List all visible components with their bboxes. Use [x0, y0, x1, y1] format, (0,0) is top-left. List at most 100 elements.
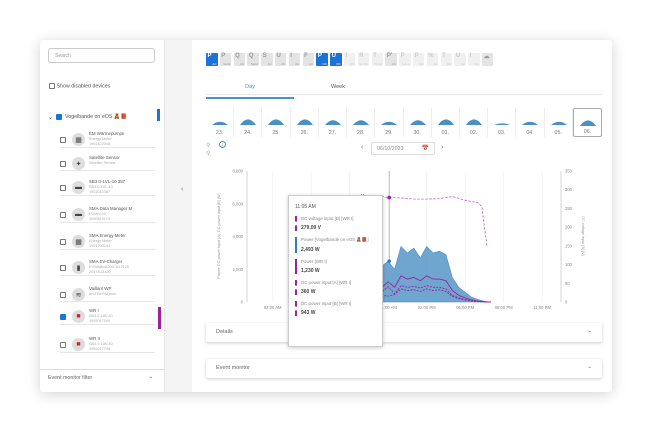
calendar-icon[interactable]: 📅 [421, 146, 429, 152]
device-item[interactable]: ≋ Vaillant WP aroTHERM plus [60, 283, 155, 302]
tooltip-label: DC voltage input [B] [WR I] [301, 216, 354, 221]
tooltip-value: 1,230 W [301, 268, 320, 274]
day-thumbnail[interactable]: 30. [404, 108, 432, 137]
device-item[interactable]: ▬ SMA Data Manager M EDMM-10 3000515173 [60, 203, 155, 223]
channel-button[interactable]: P DC [316, 53, 328, 66]
channel-button[interactable]: F AC [302, 53, 315, 66]
device-checkbox[interactable] [60, 265, 66, 271]
channel-button[interactable]: Q Setpt [247, 53, 259, 66]
device-item[interactable]: ■ WR I SB4.0-1AV-40 1992017099 [60, 305, 161, 329]
day-thumbnail[interactable]: 24. [234, 108, 263, 137]
channel-button[interactable]: P Lump [399, 53, 411, 66]
day-label: 25. [272, 130, 280, 136]
device-checkbox[interactable] [60, 185, 66, 191]
day-thumbnail[interactable]: 25. [262, 108, 291, 137]
day-label: 30. [413, 130, 421, 136]
channel-toolbar: P AC P Setpt Q AC Q Setpt S AC U AC I AC F AC P DC U DC I DC R… [206, 53, 494, 66]
device-checkbox[interactable] [60, 292, 66, 298]
device-item[interactable]: ▮ SMA EV-Charger EVWallbox2047A13120 2047A1… [60, 256, 155, 276]
next-day-button[interactable]: › [441, 144, 444, 151]
info-icon[interactable]: i [219, 141, 226, 148]
checkbox[interactable] [49, 83, 55, 89]
channel-button[interactable]: % bat [426, 53, 439, 66]
channel-button[interactable]: I DC [343, 53, 356, 66]
channel-button[interactable]: T Tmod [371, 53, 384, 66]
day-thumbnail[interactable]: 04. [516, 108, 545, 137]
day-thumbnail[interactable]: 28. [347, 108, 376, 137]
device-item[interactable]: ▦ SMA Energy Meter Energy Meter 1901700243 [60, 230, 155, 250]
event-monitor-filter[interactable]: Event monitor filter ⌄ [40, 369, 165, 385]
channel-button[interactable]: P Setpt [219, 53, 232, 66]
tooltip-entry: Power [WR I] 1,230 W [295, 259, 376, 274]
tab-day[interactable]: Day [206, 84, 294, 99]
weather-icon[interactable]: ☁ [481, 53, 494, 66]
channel-button[interactable]: I AC [288, 53, 301, 66]
search-input[interactable]: Search [48, 48, 155, 63]
device-checkbox[interactable] [60, 137, 66, 143]
device-item[interactable]: ▬ SB3.0-1VL-10 387 SB3.0-1VL-10 1901010387 [60, 176, 155, 196]
channel-subscript: AC [391, 61, 396, 66]
channel-symbol: P [400, 53, 405, 59]
device-item[interactable]: ✦ Satellite Sensor Satellite Sensor [60, 152, 155, 171]
group-checkbox[interactable] [56, 114, 63, 120]
device-serial: 1901010387 [89, 190, 111, 194]
day-thumbnail[interactable]: 01. [432, 108, 460, 137]
channel-button[interactable]: S AC [261, 53, 273, 66]
event-monitor-accordion[interactable]: Event monitor ⌄ [206, 359, 602, 378]
device-serial: 3000515173 [89, 217, 111, 221]
device-item[interactable]: ▦ EM Wärmepumpe Energy Meter 1901422345 [60, 128, 155, 148]
prev-day-button[interactable]: ‹ [361, 144, 364, 151]
date-picker[interactable]: 06/10/2023 📅 [371, 142, 435, 155]
day-sparkline [522, 121, 539, 125]
chevron-down-icon: ⌄ [587, 328, 592, 334]
tab-week[interactable]: Week [331, 84, 345, 90]
day-thumbnail[interactable]: 26. [291, 108, 319, 137]
device-checkbox[interactable] [60, 161, 66, 167]
device-checkbox[interactable] [60, 239, 66, 245]
channel-subscript: bat [460, 61, 465, 66]
tooltip-time: 11:05 AM [295, 204, 316, 210]
device-type: Energy Meter [89, 137, 112, 141]
zoom-icon[interactable]: ⚲ [206, 143, 211, 149]
details-accordion[interactable]: Details ⌄ [206, 323, 602, 342]
channel-button[interactable]: P AC [206, 53, 218, 66]
tooltip-entry: Power [Vogelbande on eOS 🧸📕] 2,493 W [295, 237, 376, 253]
channel-subscript: bat [433, 61, 438, 66]
day-thumbnail[interactable]: 02. [460, 108, 489, 137]
channel-button[interactable]: Q AC [233, 53, 246, 66]
day-sparkline [268, 119, 285, 125]
channel-button[interactable]: U DC [330, 53, 342, 66]
day-thumbnail[interactable]: 23. [206, 108, 235, 137]
channel-button[interactable]: U AC [274, 53, 287, 66]
day-thumbnail[interactable]: 27. [319, 108, 348, 137]
day-thumbnail[interactable]: 29. [375, 108, 404, 137]
channel-symbol: ☁ [483, 54, 490, 60]
day-thumbnail[interactable]: 06. [572, 108, 603, 137]
day-thumbnail[interactable]: 05. [545, 108, 573, 137]
device-checkbox[interactable] [60, 314, 66, 320]
device-item[interactable]: ■ WR II SB4.0-1AV-40 1992017744 [60, 333, 155, 353]
channel-subscript: DC [350, 61, 355, 66]
device-checkbox[interactable] [60, 212, 66, 218]
channel-subscript: AC [239, 61, 245, 66]
collapse-sidebar-icon[interactable]: ‹ [181, 186, 184, 193]
day-sparkline [437, 119, 454, 125]
show-disabled-checkbox[interactable]: Show disabled devices [49, 83, 110, 89]
device-checkbox[interactable] [60, 342, 66, 348]
device-type: Energy Meter [89, 239, 112, 243]
tooltip-entry: DC power input [B] [WR I] 943 W [295, 301, 376, 316]
day-thumbnail[interactable]: 03. [488, 108, 517, 137]
device-group[interactable]: ⌄ Vogelbande on eOS 🧸📕 [48, 109, 160, 122]
device-type: aroTHERM plus [89, 292, 117, 296]
device-name: WR II [89, 336, 100, 341]
meter-icon: ▦ [72, 133, 85, 146]
zoom-reset-icon[interactable]: ⚲ [206, 151, 211, 157]
day-label: 04. [526, 130, 534, 136]
channel-button[interactable]: P' AC [385, 53, 397, 66]
chevron-down-icon[interactable]: ⌄ [48, 114, 54, 121]
